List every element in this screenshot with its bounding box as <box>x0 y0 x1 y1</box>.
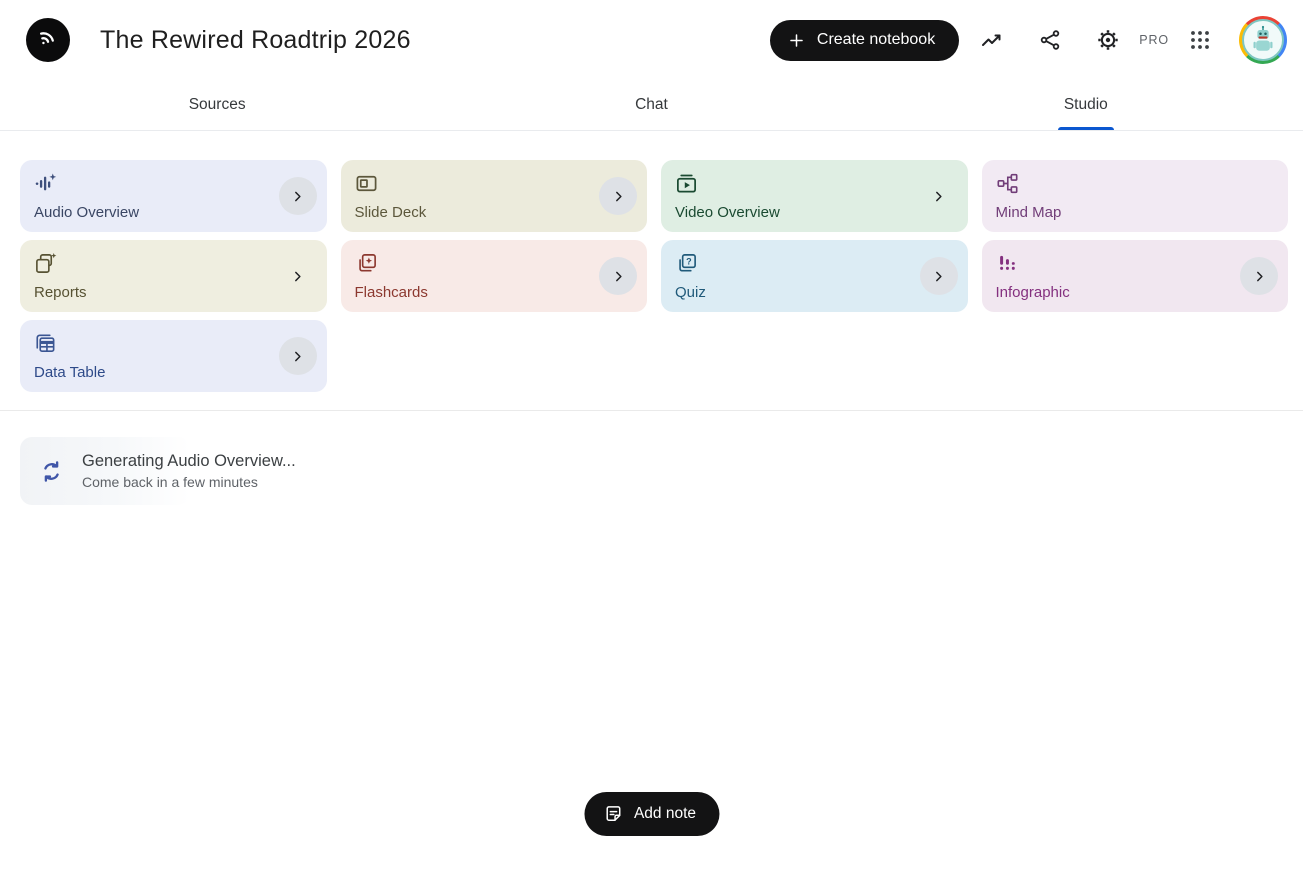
card-quiz[interactable]: ? Quiz <box>661 240 968 312</box>
tab-studio-label: Studio <box>1063 96 1108 113</box>
add-note-label: Add note <box>633 805 697 822</box>
robot-avatar-image <box>1242 19 1284 61</box>
card-label: Reports <box>34 284 87 301</box>
header-actions: Create notebook PRO <box>769 16 1287 64</box>
card-label: Infographic <box>995 284 1070 301</box>
generating-status-row: Generating Audio Overview... Come back i… <box>20 437 1303 505</box>
open-infographic-button[interactable] <box>1240 257 1278 295</box>
card-label: Flashcards <box>354 284 428 301</box>
audio-overview-waveform-icon <box>34 172 313 195</box>
open-reports-button[interactable] <box>279 257 317 295</box>
card-label: Slide Deck <box>354 204 427 221</box>
card-slide-deck[interactable]: Slide Deck <box>340 160 647 232</box>
trending-up-icon <box>982 34 1001 46</box>
card-infographic[interactable]: Infographic <box>981 240 1288 312</box>
open-slide-deck-button[interactable] <box>599 177 637 215</box>
notebook-title[interactable]: The Rewired Roadtrip 2026 <box>100 25 411 54</box>
add-note-button[interactable]: Add note <box>583 792 720 836</box>
share-icon <box>1041 30 1060 50</box>
card-audio-overview[interactable]: Audio Overview <box>20 160 327 232</box>
open-audio-overview-button[interactable] <box>278 177 317 215</box>
status-subtitle: Come back in a few minutes <box>82 474 258 490</box>
video-overview-icon <box>675 172 954 195</box>
notebooklm-logo[interactable] <box>26 18 70 62</box>
active-tab-underline <box>1057 127 1114 130</box>
tab-sources[interactable]: Sources <box>0 80 434 130</box>
panel-tabs: Sources Chat Studio <box>0 80 1303 131</box>
tab-sources-label: Sources <box>188 96 246 113</box>
sync-icon <box>38 458 65 485</box>
card-label: Video Overview <box>675 204 780 221</box>
pro-badge: PRO <box>1139 33 1169 47</box>
card-video-overview[interactable]: Video Overview <box>661 160 968 232</box>
card-label: Quiz <box>675 284 706 301</box>
settings-gear-icon <box>1098 30 1118 50</box>
status-title: Generating Audio Overview... <box>82 452 296 470</box>
share-button[interactable] <box>1021 16 1079 64</box>
apps-grid-icon <box>1191 31 1209 49</box>
card-reports[interactable]: Reports <box>20 240 327 312</box>
data-table-icon <box>34 332 313 355</box>
tab-studio[interactable]: Studio <box>869 80 1303 130</box>
card-data-table[interactable]: Data Table <box>20 320 327 392</box>
card-flashcards[interactable]: Flashcards <box>340 240 647 312</box>
studio-cards-grid: Audio Overview Slide Deck Video Overview… <box>20 160 1288 392</box>
note-icon <box>605 806 620 821</box>
tab-chat-label: Chat <box>635 96 668 113</box>
account-avatar[interactable] <box>1239 16 1287 64</box>
app-header: The Rewired Roadtrip 2026 Create noteboo… <box>0 0 1303 80</box>
open-quiz-button[interactable] <box>919 257 958 295</box>
card-label: Data Table <box>34 364 106 381</box>
create-notebook-button[interactable]: Create notebook <box>769 19 960 61</box>
analytics-button[interactable] <box>963 16 1021 64</box>
slide-deck-icon <box>355 172 634 195</box>
card-label: Mind Map <box>995 204 1062 221</box>
google-apps-button[interactable] <box>1171 16 1229 64</box>
tab-chat[interactable]: Chat <box>434 80 868 130</box>
loading-shimmer <box>20 437 190 505</box>
create-notebook-label: Create notebook <box>816 31 936 48</box>
open-data-table-button[interactable] <box>278 337 317 375</box>
quiz-cards-icon: ? <box>675 252 954 275</box>
open-flashcards-button[interactable] <box>599 257 637 295</box>
settings-button[interactable] <box>1079 16 1137 64</box>
infographic-bars-icon <box>996 252 1275 275</box>
flashcards-star-icon <box>355 252 634 275</box>
section-divider <box>0 410 1303 411</box>
card-mind-map[interactable]: Mind Map <box>981 160 1288 232</box>
svg-text:?: ? <box>686 256 692 266</box>
logo-arcs-icon <box>39 32 54 45</box>
mind-map-icon <box>996 172 1275 195</box>
plus-icon <box>790 33 803 47</box>
open-video-overview-button[interactable] <box>920 177 958 215</box>
card-label: Audio Overview <box>34 204 140 221</box>
reports-sparkle-icon <box>34 252 313 275</box>
